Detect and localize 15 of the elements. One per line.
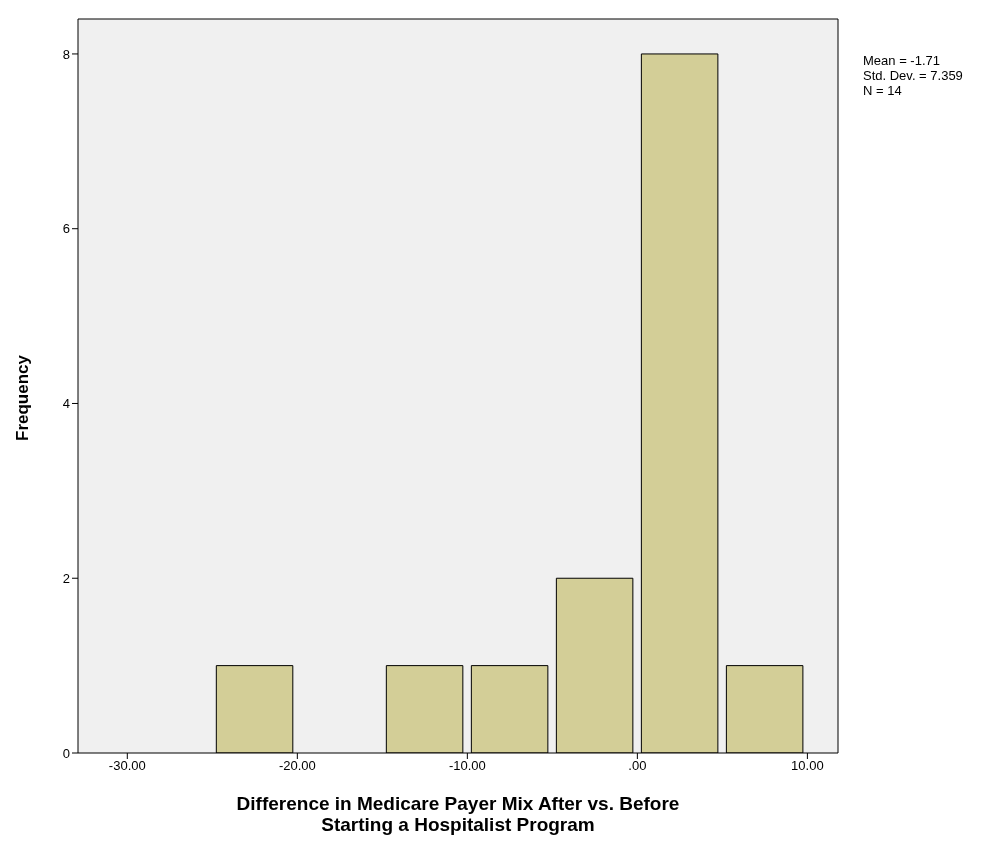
x-tick-label: .00 bbox=[628, 758, 647, 774]
text: Std. Dev. = 7.359 bbox=[863, 68, 963, 83]
y-tick-label: 4 bbox=[62, 396, 70, 412]
text: Mean = -1.71 bbox=[863, 53, 941, 68]
y-tick-label: 2 bbox=[62, 570, 70, 586]
y-axis-title: Frequency bbox=[13, 355, 33, 441]
y-tick-label: 8 bbox=[62, 46, 70, 62]
x-tick-label: -10.00 bbox=[448, 758, 486, 774]
x-axis-title: Difference in Medicare Payer Mix After vs. Before Starting a Hospitalist Program bbox=[235, 793, 681, 835]
y-tick-label: 0 bbox=[62, 745, 70, 761]
y-tick-label: 6 bbox=[62, 221, 70, 237]
x-tick-label: -20.00 bbox=[278, 758, 316, 774]
x-tick-label: 10.00 bbox=[791, 758, 824, 774]
x-tick-label: -30.00 bbox=[108, 758, 146, 774]
text: N = 14 bbox=[863, 83, 903, 98]
